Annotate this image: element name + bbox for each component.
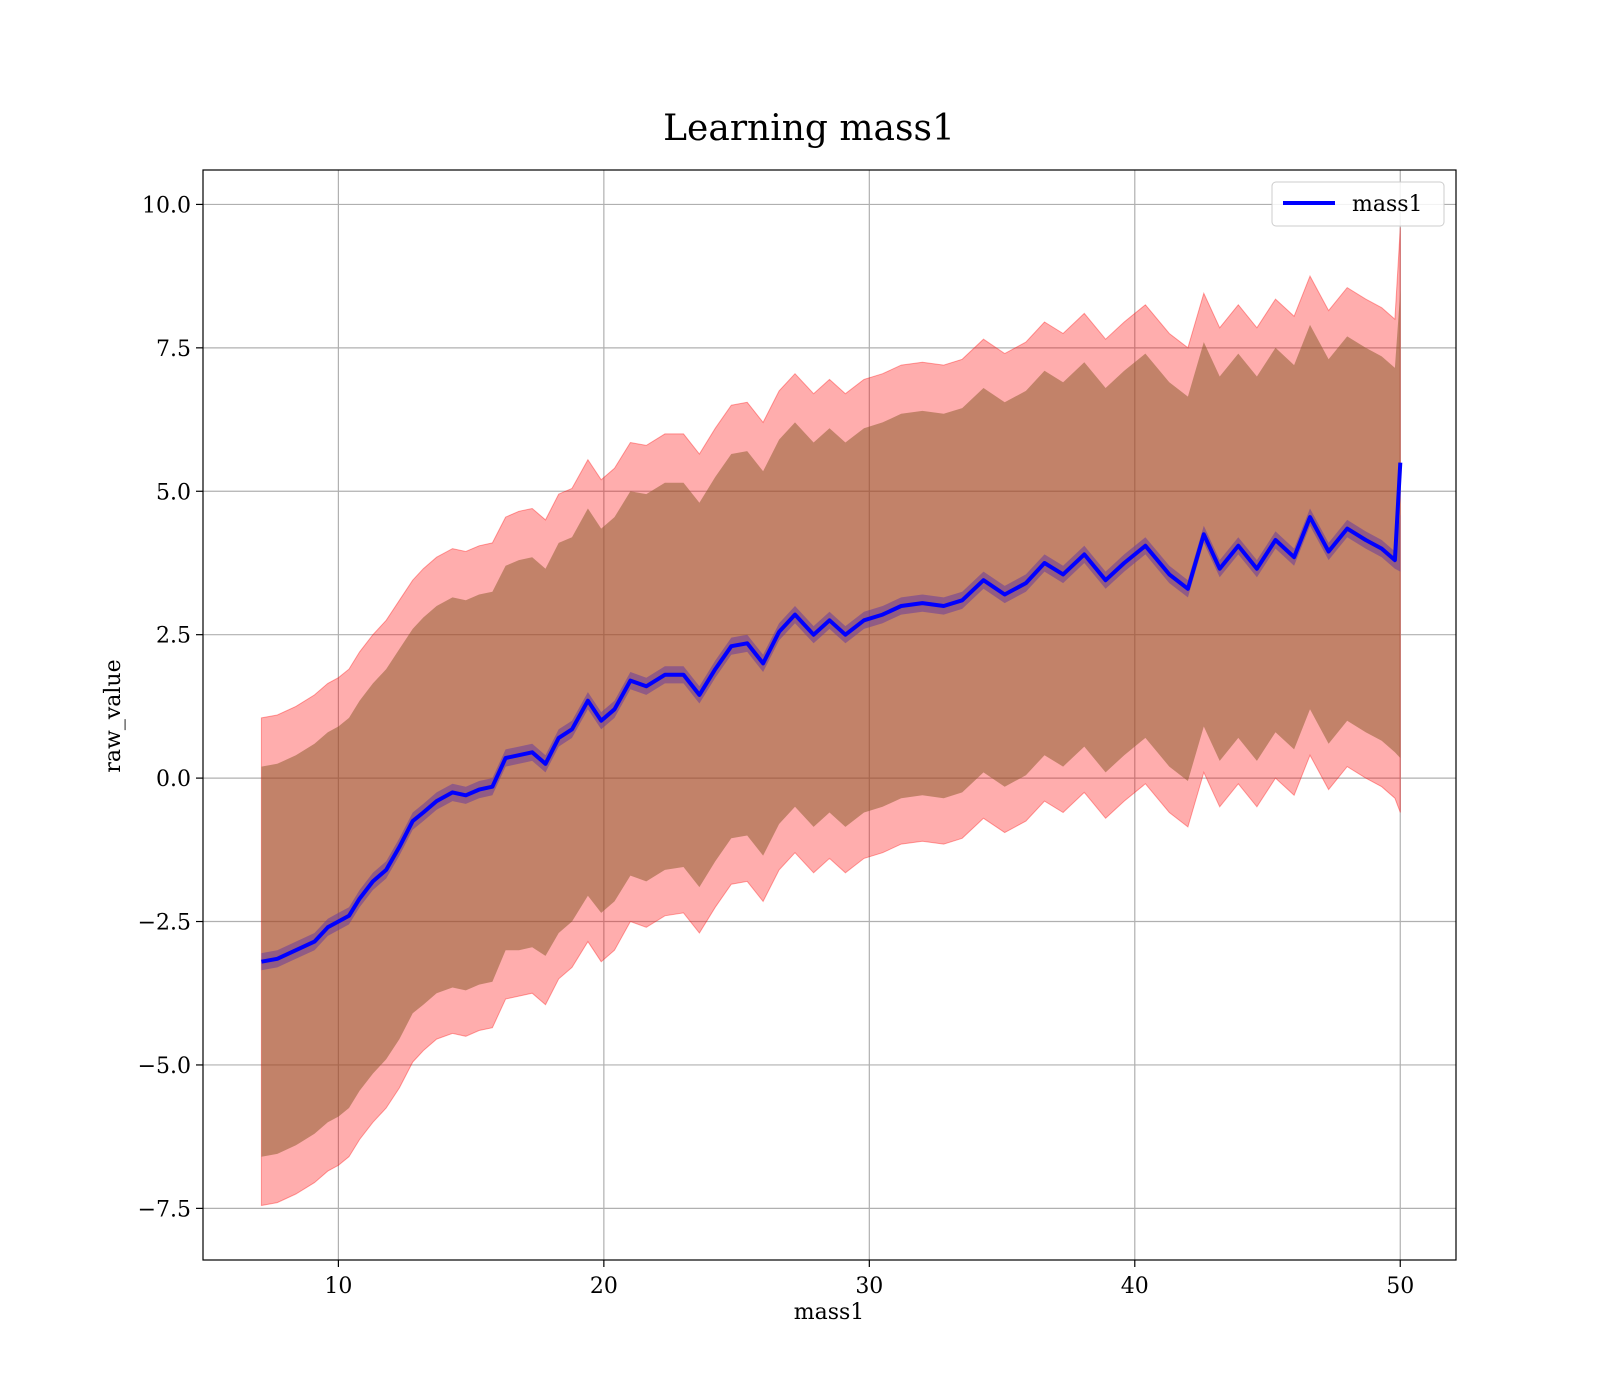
x-axis-ticks: 10 20 30 40 50 [324,1260,1414,1299]
x-tick-label: 30 [855,1274,883,1299]
y-tick-label: 5.0 [156,480,191,505]
y-tick-label: 7.5 [156,337,191,362]
x-axis-label: mass1 [794,1300,865,1325]
x-tick-label: 40 [1121,1274,1149,1299]
y-tick-label: 0.0 [156,767,191,792]
mean-uncertainty-band [261,508,1401,971]
y-tick-label: −2.5 [138,911,191,936]
x-tick-label: 50 [1386,1274,1414,1299]
y-tick-label: 2.5 [156,624,191,649]
legend: mass1 [1271,181,1445,227]
y-axis-ticks: −7.5 −5.0 −2.5 0.0 2.5 5.0 7.5 10.0 [138,193,203,1222]
legend-label-mass1: mass1 [1352,192,1423,217]
y-tick-label: −5.0 [138,1054,191,1079]
legend-box [1271,181,1445,227]
x-tick-label: 10 [324,1274,352,1299]
y-axis-label: raw_value [101,659,126,772]
uncertainty-bands [260,227,1401,1207]
chart-title: Learning mass1 [663,108,955,149]
axes-frame [202,169,1457,1261]
x-tick-label: 20 [590,1274,618,1299]
y-tick-label: 10.0 [142,193,191,218]
inner-confidence-band [261,290,1401,1157]
y-tick-label: −7.5 [138,1197,191,1222]
series-lines [261,462,1403,964]
series-line-mass1 [261,462,1403,964]
